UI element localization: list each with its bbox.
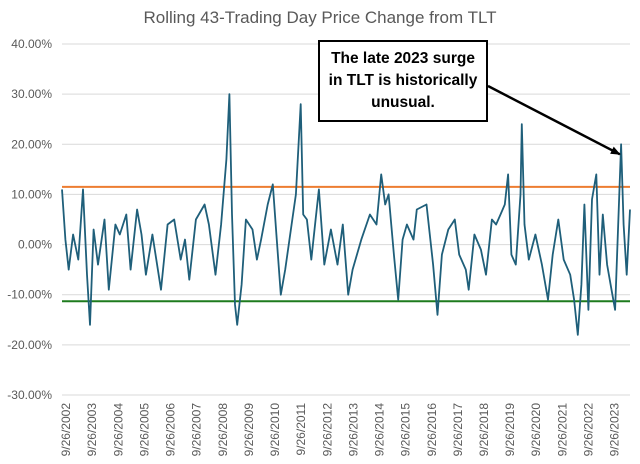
y-tick-label: -10.00% <box>7 288 52 302</box>
x-tick-label: 9/26/2009 <box>242 403 256 457</box>
reference-lines <box>62 185 630 303</box>
x-tick-label: 9/26/2020 <box>529 403 543 457</box>
x-tick-label: 9/26/2023 <box>607 403 621 457</box>
x-tick-label: 9/26/2006 <box>164 403 178 457</box>
x-tick-label: 9/26/2007 <box>190 403 204 457</box>
x-tick-label: 9/26/2018 <box>477 403 491 457</box>
x-tick-label: 9/26/2008 <box>216 403 230 457</box>
series-layer <box>61 93 631 336</box>
x-axis: 9/26/2002 9/26/2003 9/26/2004 9/26/2005 9/26… <box>59 403 621 457</box>
x-tick-label: 9/26/2016 <box>425 403 439 457</box>
annotation-arrow <box>487 84 621 156</box>
y-tick-label: -30.00% <box>7 388 52 402</box>
y-axis: 40.00% 30.00% 20.00% 10.00% 0.00% -10.00% -20.… <box>7 37 52 402</box>
annotation-line-3: unusual. <box>371 94 435 111</box>
y-tick-label: 20.00% <box>11 137 52 151</box>
x-tick-label: 9/26/2004 <box>111 403 125 457</box>
y-tick-label: -20.00% <box>7 338 52 352</box>
x-tick-label: 9/26/2003 <box>85 403 99 457</box>
x-tick-label: 9/26/2002 <box>59 403 73 457</box>
x-tick-label: 9/26/2017 <box>451 403 465 457</box>
x-tick-label: 9/26/2022 <box>581 403 595 457</box>
x-tick-label: 9/26/2014 <box>372 403 386 457</box>
x-tick-label: 9/26/2019 <box>503 403 517 457</box>
y-tick-label: 30.00% <box>11 87 52 101</box>
x-tick-label: 9/26/2005 <box>138 403 152 457</box>
x-tick-label: 9/26/2012 <box>320 403 334 457</box>
chart-title: Rolling 43-Trading Day Price Change from… <box>143 8 497 27</box>
x-tick-label: 9/26/2011 <box>294 403 308 456</box>
series-line <box>61 93 631 336</box>
y-tick-label: 40.00% <box>11 37 52 51</box>
x-tick-label: 9/26/2021 <box>555 403 569 457</box>
y-tick-label: 10.00% <box>11 187 52 201</box>
annotation-line-1: The late 2023 surge <box>331 50 475 67</box>
annotation-arrow-line <box>487 84 621 156</box>
x-tick-label: 9/26/2010 <box>268 403 282 457</box>
annotation-line-2: in TLT is historically <box>328 72 478 89</box>
x-tick-label: 9/26/2013 <box>346 403 360 457</box>
y-tick-label: 0.00% <box>18 238 52 252</box>
annotation-box: The late 2023 surge in TLT is historical… <box>318 40 488 122</box>
x-tick-label: 9/26/2015 <box>399 403 413 457</box>
